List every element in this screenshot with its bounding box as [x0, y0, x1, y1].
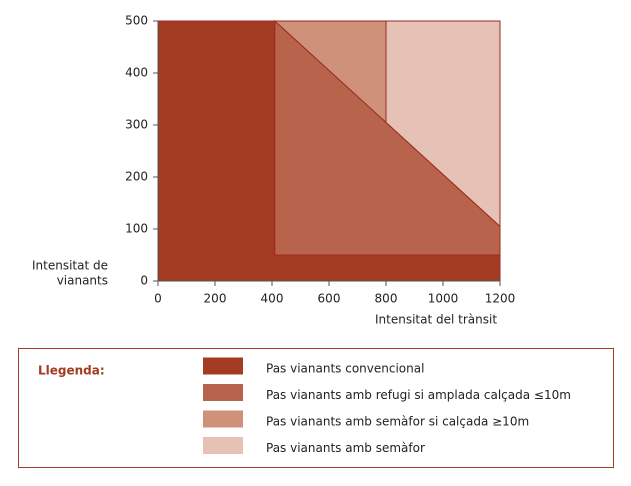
x-tick-label: 1200 [485, 292, 516, 306]
x-tick-label: 400 [261, 292, 284, 306]
y-tick-label: 300 [125, 118, 148, 132]
legend-label: Pas vianants amb refugi si amplada calça… [266, 388, 571, 402]
legend-label: Pas vianants convencional [266, 362, 424, 376]
legend-swatch [203, 437, 243, 454]
y-tick-label: 400 [125, 66, 148, 80]
legend-label: Pas vianants amb semàfor si calçada ≥10m [266, 415, 529, 429]
y-tick-label: 500 [125, 14, 148, 28]
legend-box [18, 348, 614, 468]
legend-swatch [203, 384, 243, 401]
y-tick-label: 200 [125, 170, 148, 184]
region [385, 20, 501, 228]
y-tick-label: 0 [140, 274, 148, 288]
x-tick-label: 0 [154, 292, 162, 306]
y-axis-label: vianants [57, 274, 108, 288]
legend-label: Pas vianants amb semàfor [266, 441, 425, 455]
x-tick-label: 800 [375, 292, 398, 306]
legend-swatch [203, 410, 243, 428]
x-tick-label: 200 [204, 292, 227, 306]
legend-title: Llegenda: [38, 364, 105, 378]
x-tick-label: 1000 [428, 292, 459, 306]
y-axis-label: Intensitat de [32, 259, 108, 273]
x-tick-label: 600 [318, 292, 341, 306]
legend-swatch [203, 357, 243, 375]
x-axis-label: Intensitat del trànsit [375, 313, 497, 327]
y-tick-label: 100 [125, 222, 148, 236]
